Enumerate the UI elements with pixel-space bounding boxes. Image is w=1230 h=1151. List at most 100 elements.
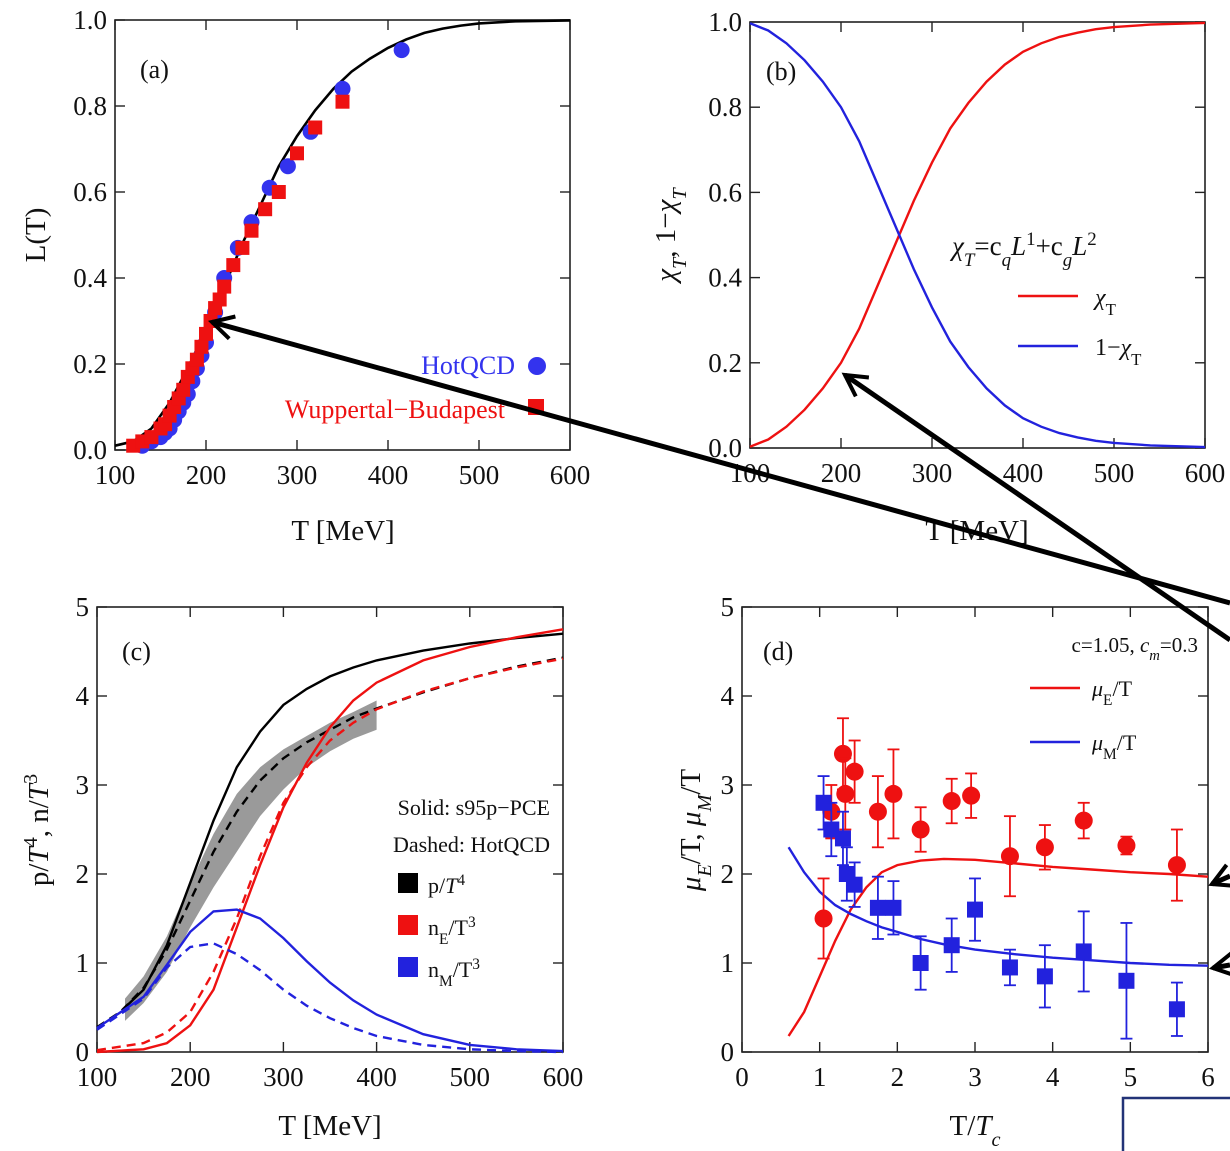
- y-tick-label: 3: [76, 770, 90, 800]
- legend-label-c: p/T4: [428, 872, 465, 899]
- mu-m-point: [846, 876, 863, 893]
- curve-ne-t3-s95p-pce: [96, 628, 564, 1054]
- legend-mu-m-label: μM/T: [1091, 730, 1137, 763]
- x-tick-label: 2: [891, 1062, 905, 1092]
- legend-marker-c: [398, 957, 418, 977]
- x-tick-label: 200: [170, 1062, 211, 1092]
- y-tick-label: 0.4: [708, 263, 742, 293]
- wb-point: [217, 279, 232, 294]
- legend-solid-note: Solid: s95p−PCE: [398, 795, 550, 820]
- x-tick-label: 6: [1201, 1062, 1215, 1092]
- y-axis-label-a: L(T): [20, 208, 52, 263]
- wb-point: [271, 185, 286, 199]
- wb-point: [212, 292, 227, 307]
- mu-m-point: [1075, 943, 1092, 960]
- mu-m-point: [834, 830, 851, 847]
- plot-frame-b: [749, 21, 1206, 449]
- x-tick-label: 400: [1003, 458, 1044, 488]
- legend-hotqcd-label: HotQCD: [421, 351, 515, 380]
- x-tick-label: 100: [95, 460, 136, 490]
- mu-m-point: [1036, 968, 1053, 985]
- legend-marker-c: [398, 873, 418, 893]
- lattice-band: [125, 700, 377, 1021]
- y-tick-label: 2: [721, 859, 735, 889]
- mu-e-curve: [787, 857, 1209, 1037]
- mu-m-point: [912, 955, 929, 971]
- x-tick-label: 600: [543, 1062, 584, 1092]
- annotation-arrow-to-a: [211, 319, 1230, 606]
- x-tick-label: 200: [821, 458, 862, 488]
- mu-e-point: [836, 784, 855, 803]
- hotqcd-point: [393, 42, 410, 59]
- panel-label-a: (a): [140, 55, 169, 84]
- x-tick-label: 4: [1046, 1062, 1060, 1092]
- curve-nm-t3-s95p-pce: [96, 908, 564, 1053]
- panel-label-d: (d): [763, 637, 793, 666]
- params-text: c=1.05, cm=0.3: [1072, 633, 1198, 664]
- y-tick-label: 0.2: [708, 348, 742, 378]
- y-axis-label-d: μE/T, μM/T: [675, 769, 716, 893]
- legend-marker-c: [398, 915, 418, 935]
- wb-point: [189, 352, 204, 367]
- y-tick-label: 5: [76, 592, 90, 622]
- wb-point: [335, 94, 350, 109]
- x-axis-label-a: T [MeV]: [291, 515, 394, 547]
- y-tick-label: 0: [76, 1037, 90, 1067]
- wb-point: [235, 240, 250, 255]
- mu-e-point: [962, 786, 981, 805]
- x-tick-label: 300: [277, 460, 318, 490]
- y-tick-label: 1.0: [73, 5, 107, 35]
- annotation-arrow-to-d-red-head: [1208, 863, 1230, 888]
- legend-dashed-note: Dashed: HotQCD: [393, 832, 550, 857]
- y-tick-label: 0.6: [73, 177, 107, 207]
- x-tick-label: 3: [968, 1062, 982, 1092]
- y-axis-label-c: p/T4, n/T3: [20, 774, 55, 886]
- y-tick-label: 3: [721, 770, 735, 800]
- y-tick-label: 4: [721, 681, 735, 711]
- y-tick-label: 5: [721, 592, 735, 622]
- x-tick-label: 5: [1124, 1062, 1138, 1092]
- legend-chi-t-label: χT: [1093, 285, 1116, 319]
- curve-ne-t3-hotqcd: [96, 657, 564, 1052]
- mu-m-point: [967, 901, 983, 918]
- y-tick-label: 0.2: [73, 349, 107, 379]
- legend-one-minus-chi-label: 1−χT: [1095, 335, 1141, 369]
- x-tick-label: 600: [1185, 458, 1226, 488]
- y-axis-label-b: χT, 1−χT: [650, 187, 691, 285]
- mu-e-point: [845, 762, 864, 781]
- mu-e-point: [833, 744, 852, 763]
- mu-m-point: [869, 899, 886, 916]
- mu-e-point: [884, 784, 903, 803]
- mu-m-point: [1168, 1001, 1185, 1018]
- wb-point: [244, 223, 259, 238]
- y-tick-label: 0.6: [708, 177, 742, 207]
- mu-m-point: [1118, 972, 1135, 989]
- mu-e-point: [1035, 838, 1054, 857]
- legend-label-c: nM/T3: [428, 956, 480, 990]
- hotqcd-point: [334, 80, 351, 97]
- mu-e-point: [1000, 847, 1019, 866]
- x-tick-label: 100: [77, 1062, 118, 1092]
- annotation-arrow-to-b-head: [841, 372, 870, 398]
- y-tick-label: 1: [76, 948, 90, 978]
- y-tick-label: 1.0: [708, 7, 742, 37]
- x-tick-label: 600: [550, 460, 591, 490]
- plot-frame-c: [96, 606, 564, 1053]
- y-tick-label: 1: [721, 948, 735, 978]
- curve-nm-t3-hotqcd: [96, 942, 564, 1054]
- panel-label-b: (b): [766, 57, 796, 86]
- x-tick-label: 0: [735, 1062, 749, 1092]
- mu-m-point: [815, 794, 832, 811]
- wb-point: [199, 326, 213, 341]
- mu-e-point: [911, 820, 930, 839]
- y-tick-label: 0.8: [708, 92, 742, 122]
- wb-point: [176, 382, 191, 397]
- mu-e-point: [868, 802, 887, 821]
- x-tick-label: 300: [912, 458, 953, 488]
- plot-frame-d: [741, 606, 1209, 1053]
- chi-formula-text: χT=cqL1+cgL2: [949, 229, 1097, 271]
- annotation-arrow-to-d-blue-head: [1208, 951, 1230, 976]
- y-tick-label: 0.4: [73, 263, 107, 293]
- wb-point: [194, 339, 209, 354]
